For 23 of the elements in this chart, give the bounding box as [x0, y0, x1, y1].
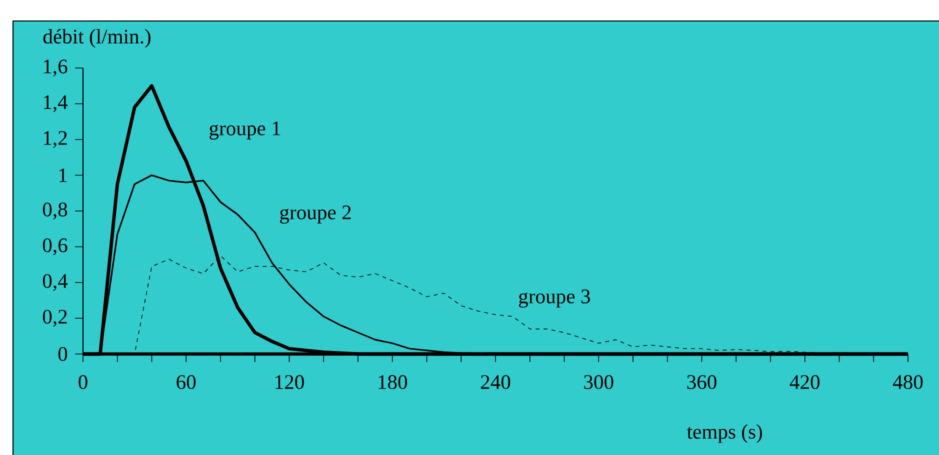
- x-tick-label: 120: [276, 375, 304, 390]
- y-tick-label: 1: [59, 168, 67, 182]
- y-tick-label: 1,6: [44, 60, 68, 76]
- y-tick-label: 0,8: [42, 202, 68, 220]
- y-tick-label: 0,4: [42, 274, 68, 291]
- series-label: groupe 3: [518, 290, 590, 308]
- x-tick-label: 300: [584, 375, 614, 390]
- y-axis-title: débit (l/min.): [43, 29, 150, 48]
- series-label: groupe 1: [210, 122, 280, 140]
- x-tick-label: 240: [480, 375, 510, 390]
- x-axis-title: temps (s): [687, 424, 762, 443]
- x-tick-label: 0: [78, 375, 88, 390]
- x-tick-label: 420: [790, 375, 820, 390]
- y-tick-label: 1,4: [44, 95, 68, 112]
- x-tick-label: 180: [378, 375, 408, 390]
- x-tick-label: 480: [892, 375, 923, 390]
- x-tick-label: 360: [687, 375, 716, 390]
- x-tick-label: 60: [176, 375, 196, 390]
- y-tick-label: 1,2: [44, 131, 67, 148]
- series-label: groupe 2: [280, 206, 351, 224]
- y-tick-label: 0: [58, 347, 68, 361]
- y-tick-label: 0,6: [42, 238, 68, 256]
- y-tick-label: 0,2: [42, 310, 67, 327]
